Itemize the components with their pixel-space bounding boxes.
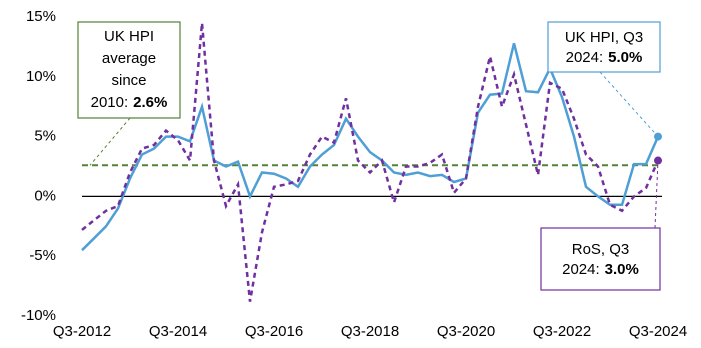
annotation-box (540, 227, 661, 291)
leader-line (599, 71, 659, 137)
y-tick-label: 15% (26, 8, 56, 25)
leader-line (89, 117, 131, 166)
annotation-value: 3.0% (605, 261, 639, 278)
x-tick-label: Q3-2022 (533, 323, 591, 340)
leader-line (654, 160, 659, 229)
x-tick-label: Q3-2016 (245, 323, 303, 340)
annotation-text: UK HPI, Q3 (565, 29, 643, 46)
end-point (654, 132, 662, 141)
x-tick-label: Q3-2020 (437, 323, 495, 340)
y-tick-label: 5% (34, 128, 56, 145)
annotation-text: average (102, 50, 156, 67)
annotation-value: 5.0% (608, 49, 642, 66)
series-line (81, 22, 660, 302)
annotation-value: 2.6% (133, 94, 167, 111)
x-tick-label: Q3-2012 (53, 323, 111, 340)
annotation-text: 2010: (91, 94, 129, 111)
annotation-box (547, 21, 661, 73)
annotation-text: since (111, 72, 146, 89)
annotation-text: 2024: (566, 49, 604, 66)
x-tick-label: Q3-2014 (149, 323, 207, 340)
y-tick-label: -10% (21, 307, 56, 324)
end-point (654, 156, 662, 165)
annotation-text: 2024: (562, 261, 600, 278)
annotation-text: 2024: 5.0% (566, 49, 643, 66)
x-tick-label: Q3-2018 (341, 323, 399, 340)
annotation-text: 2024: 3.0% (562, 261, 639, 278)
annotation-box (77, 21, 181, 119)
annotation-text: UK HPI (104, 28, 154, 45)
x-tick-label: Q3-2024 (629, 323, 687, 340)
annotation-text: 2010: 2.6% (91, 94, 168, 111)
y-tick-label: 0% (34, 187, 56, 204)
annotation-text: RoS, Q3 (572, 241, 630, 258)
y-tick-label: 10% (26, 68, 56, 85)
y-tick-label: -5% (29, 247, 56, 264)
series-line (81, 42, 660, 252)
